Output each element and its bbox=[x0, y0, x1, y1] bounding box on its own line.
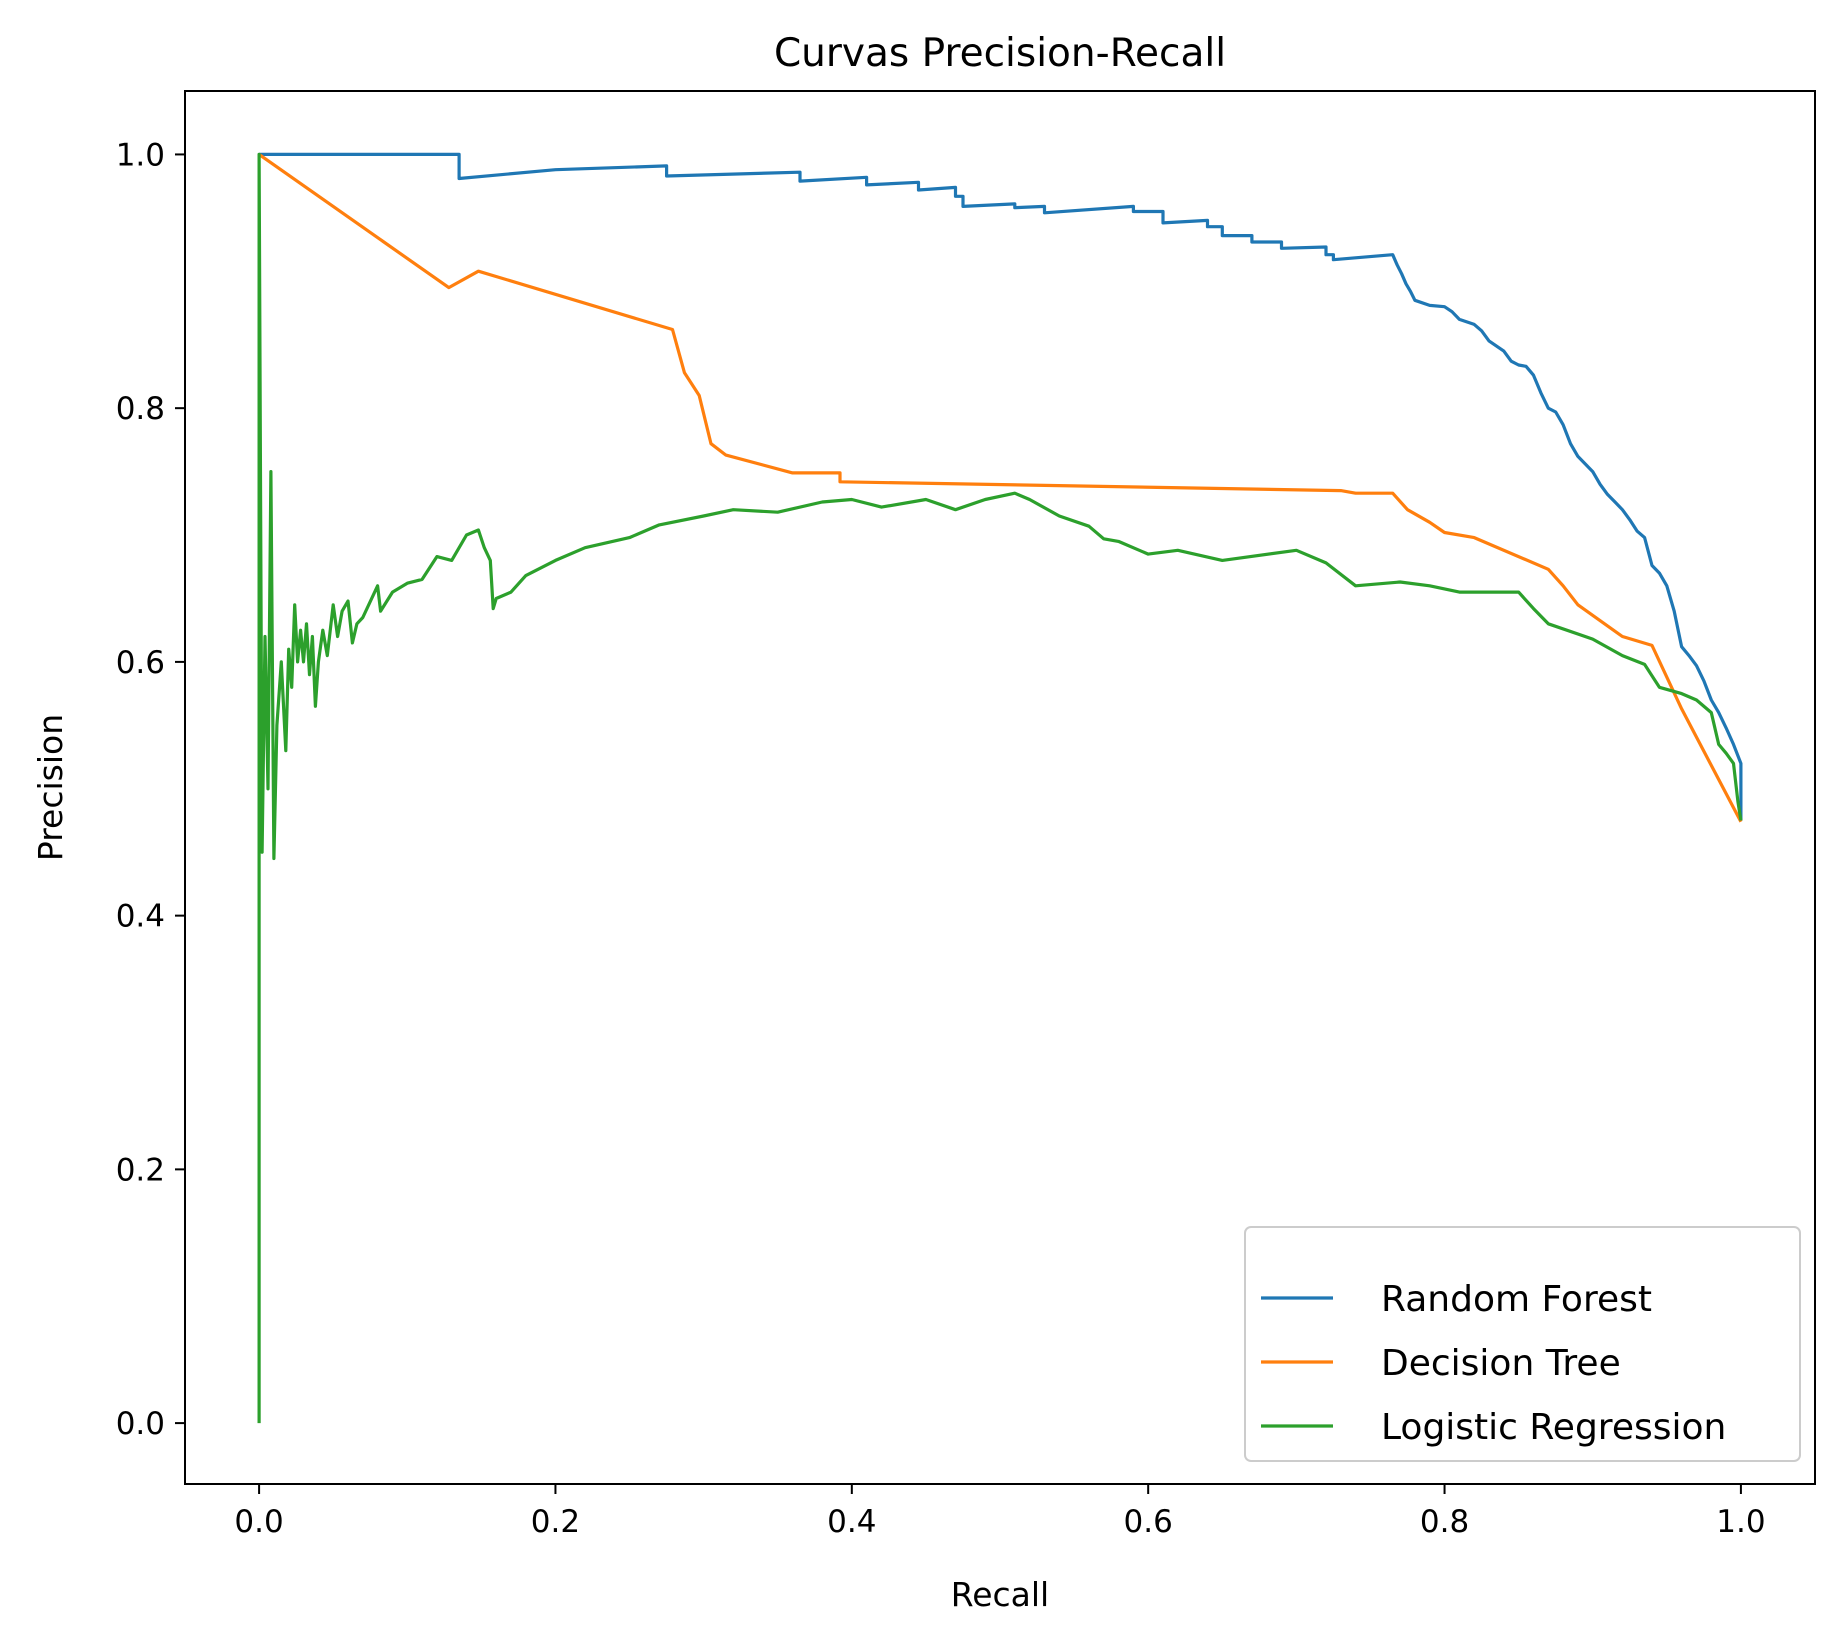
y-tick-label: 1.0 bbox=[116, 137, 165, 173]
x-tick-label: 0.8 bbox=[1420, 1504, 1469, 1540]
legend: Random Forest Decision Tree Logistic Regre… bbox=[1244, 1226, 1801, 1462]
x-tick-label: 1.0 bbox=[1716, 1504, 1765, 1540]
x-tick-label: 0.0 bbox=[234, 1504, 283, 1540]
legend-label-decision-tree: Decision Tree bbox=[1381, 1343, 1621, 1384]
series-line-random-forest bbox=[259, 152, 1743, 821]
x-tick-label: 0.6 bbox=[1124, 1504, 1173, 1540]
series-line-decision-tree bbox=[258, 153, 1743, 823]
legend-label-random-forest: Random Forest bbox=[1381, 1279, 1652, 1320]
y-axis: 0.0 0.2 0.4 0.6 0.8 1.0 bbox=[116, 137, 185, 1442]
series-group bbox=[257, 152, 1743, 1424]
x-tick-label: 0.4 bbox=[827, 1504, 876, 1540]
chart-title: Curvas Precision-Recall bbox=[774, 31, 1226, 76]
x-tick-label: 0.2 bbox=[531, 1504, 580, 1540]
legend-box bbox=[1244, 1226, 1801, 1462]
y-tick-label: 0.6 bbox=[116, 645, 165, 681]
y-tick-label: 0.2 bbox=[116, 1152, 165, 1188]
x-axis-label: Recall bbox=[951, 1575, 1049, 1614]
plot-frame bbox=[184, 90, 1816, 1485]
plot-area bbox=[184, 90, 1816, 1485]
y-tick-label: 0.0 bbox=[116, 1406, 165, 1442]
x-axis: 0.0 0.2 0.4 0.6 0.8 1.0 bbox=[234, 1484, 1766, 1540]
y-tick-label: 0.4 bbox=[116, 899, 165, 935]
series-line-logistic-regression bbox=[257, 152, 1743, 1424]
y-tick-label: 0.8 bbox=[116, 391, 165, 427]
legend-label-logistic-regression: Logistic Regression bbox=[1381, 1407, 1726, 1448]
y-axis-label: Precision bbox=[31, 714, 70, 861]
